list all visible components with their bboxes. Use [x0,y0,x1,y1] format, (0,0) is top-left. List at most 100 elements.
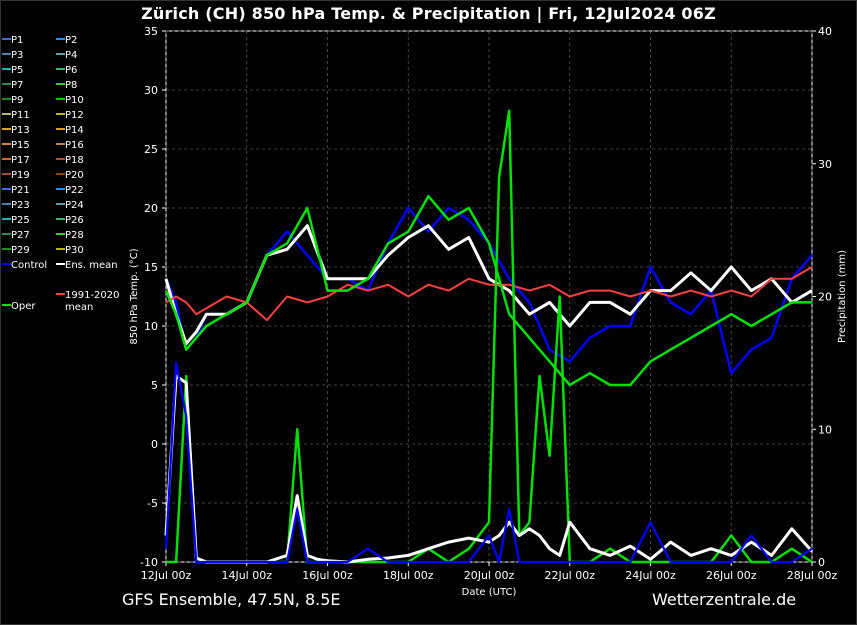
legend-label: P4 [65,50,78,61]
source-credit: Wetterzentrale.de [652,590,797,609]
legend-label: P23 [11,200,30,211]
y-tick-label: 5 [151,379,158,392]
legend-label: P5 [11,65,24,76]
legend-swatch [2,248,11,250]
legend-item: P3 [2,49,23,63]
legend-swatch [56,173,65,175]
legend-label: P8 [65,80,78,91]
legend-swatch [2,203,11,205]
legend-swatch [2,143,11,145]
legend-swatch [56,98,65,100]
legend-swatch [56,38,65,40]
legend-item: P4 [56,49,77,63]
legend-swatch [2,304,11,306]
legend-item: P1 [2,34,23,48]
legend-label: P24 [65,200,84,211]
legend-item: P22 [56,184,84,198]
legend-item: P9 [2,94,23,108]
x-axis-label: Date (UTC) [462,587,517,598]
legend-label: P9 [11,95,24,106]
legend-swatch [2,188,11,190]
legend-item: P26 [56,214,84,228]
legend-swatch [2,53,11,55]
legend-item: P12 [56,109,84,123]
legend-label: P21 [11,185,30,196]
y-tick-label: 10 [144,320,158,333]
x-tick-label: 22Jul 00z [544,569,595,582]
legend-item: P23 [2,199,30,213]
legend-label: Ens. mean [65,260,118,271]
legend-item: P30 [56,244,84,258]
legend-label: P17 [11,155,30,166]
x-tick-label: 20Jul 00z [464,569,515,582]
legend-swatch [56,188,65,190]
legend-swatch [56,53,65,55]
y2-tick-label: 40 [818,25,832,38]
series-line-oper-precipitation [166,109,813,564]
legend-label: P26 [65,215,84,226]
legend-item: P11 [2,109,30,123]
legend-swatch [56,248,65,250]
legend-item: P8 [56,79,77,93]
legend-item: P6 [56,64,77,78]
legend-item: P20 [56,169,84,183]
legend-item: P27 [2,229,30,243]
legend-swatch [2,173,11,175]
legend-label: P30 [65,245,84,256]
legend-label: P19 [11,170,30,181]
legend-swatch [2,218,11,220]
legend-item: P21 [2,184,30,198]
legend-label: P11 [11,110,30,121]
legend-label: P14 [65,125,84,136]
legend-label: P22 [65,185,84,196]
x-tick-label: 24Jul 00z [625,569,676,582]
legend-label: P3 [11,50,24,61]
y-tick-label: -5 [147,497,158,510]
y2-tick-label: 10 [818,423,832,436]
legend-label: P15 [11,140,30,151]
legend-swatch [2,128,11,130]
y2-tick-label: 0 [818,556,825,569]
legend-swatch [56,113,65,115]
legend-label: Oper [11,301,36,312]
legend-item: 1991-2020 mean [56,289,120,313]
legend-label: Control [11,260,48,271]
legend-item: P25 [2,214,30,228]
legend-item: P24 [56,199,84,213]
legend-item: P10 [56,94,84,108]
legend-label-line2: mean [65,302,94,313]
y2-tick-label: 30 [818,158,832,171]
legend-swatch [56,128,65,130]
legend-swatch [56,158,65,160]
y-tick-label: 0 [151,438,158,451]
legend-swatch [2,68,11,70]
legend-label: P20 [65,170,84,181]
legend-label: P27 [11,230,30,241]
legend-label: P1 [11,35,24,46]
legend-swatch [56,68,65,70]
x-tick-label: 16Jul 00z [302,569,353,582]
legend-item: P13 [2,124,30,138]
legend-swatch [56,218,65,220]
series-line-oper [164,194,812,387]
legend-item: P29 [2,244,30,258]
y-tick-label: 25 [144,143,158,156]
legend-item: P19 [2,169,30,183]
series-line-control-precipitation [164,361,813,564]
legend-swatch [2,38,11,40]
legend-item: P7 [2,79,23,93]
legend-label: P10 [65,95,84,106]
legend-item: Ens. mean [56,259,118,273]
x-tick-label: 26Jul 00z [706,569,757,582]
legend-item: Oper [2,300,35,314]
legend-item: P5 [2,64,23,78]
series-line-1991-2020 [165,266,813,322]
legend-label: P7 [11,80,24,91]
x-tick-label: 28Jul 00z [787,569,838,582]
legend-swatch [2,233,11,235]
legend-swatch [56,203,65,205]
legend-swatch [2,83,11,85]
legend-item: Control [2,259,47,273]
legend-swatch [56,233,65,235]
